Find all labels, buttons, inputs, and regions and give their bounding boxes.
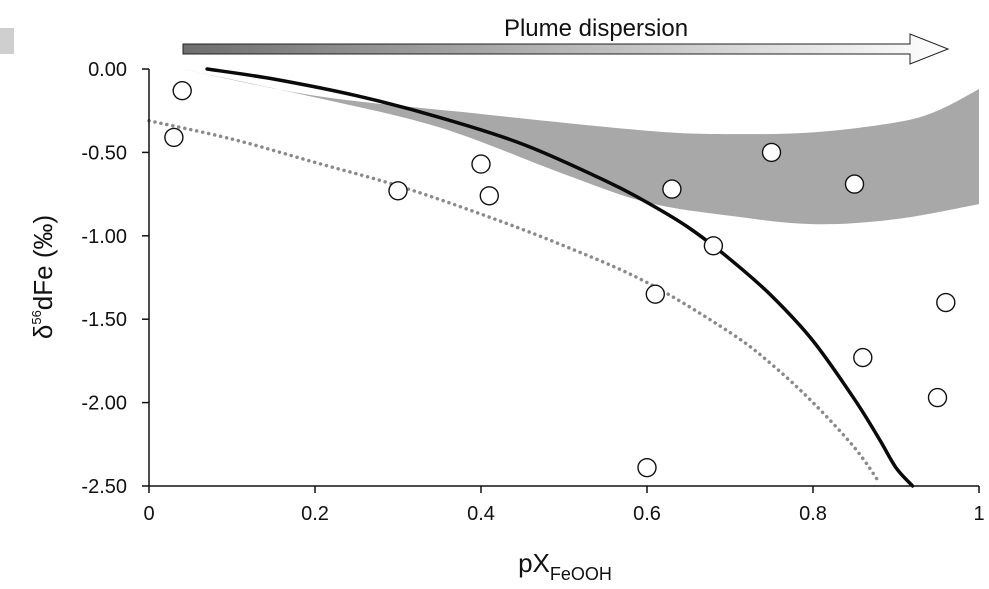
shaded-band-layer xyxy=(182,69,979,225)
y-axis-title-rest: dFe (‰) xyxy=(28,215,58,310)
y-axis-title: δ56dFe (‰) xyxy=(28,215,58,339)
y-tick-label: -1.00 xyxy=(81,226,127,248)
y-axis-title-main: δ xyxy=(28,325,58,339)
data-point xyxy=(637,457,657,478)
x-tick-label: 0.4 xyxy=(467,503,495,525)
y-tick-label: -2.50 xyxy=(81,476,127,498)
plume-dispersion-label: Plume dispersion xyxy=(504,15,688,42)
data-point xyxy=(936,292,956,313)
data-point xyxy=(853,347,873,368)
x-axis-title-sub: FeOOH xyxy=(550,564,612,584)
y-tick-label: -1.50 xyxy=(81,309,127,331)
data-point xyxy=(479,186,499,206)
axes-layer: 0 0.2 0.4 0.6 0.8 1 0.00 -0.50 -1.00 -1.50 -2.00 -2… xyxy=(81,59,984,525)
shaded-band xyxy=(182,69,979,225)
plume-dispersion-arrow xyxy=(182,33,950,65)
data-point xyxy=(388,181,408,201)
data-point xyxy=(662,179,682,199)
corner-gray-block xyxy=(0,28,14,54)
x-axis-title: pXFeOOH xyxy=(518,548,612,584)
data-point xyxy=(927,387,948,408)
x-tick-label: 0.6 xyxy=(633,503,661,525)
y-tick-label: -0.50 xyxy=(81,142,127,164)
curve-layer xyxy=(147,67,915,488)
x-tick-label: 1 xyxy=(973,503,984,525)
y-axis-title-sup: 56 xyxy=(29,310,44,324)
data-point xyxy=(645,284,665,304)
x-tick-label: 0.2 xyxy=(301,503,329,525)
data-point xyxy=(471,154,491,174)
y-tick-label: 0.00 xyxy=(88,59,127,81)
y-tick-label: -2.00 xyxy=(81,393,127,415)
x-tick-label: 0 xyxy=(143,503,154,525)
points-layer xyxy=(164,80,956,478)
x-tick-label: 0.8 xyxy=(799,503,827,525)
data-point xyxy=(703,236,724,256)
solid-model-curve xyxy=(205,67,915,488)
data-point xyxy=(844,174,865,194)
x-axis-title-main: pX xyxy=(518,548,550,578)
data-point xyxy=(164,127,184,148)
data-point xyxy=(761,142,782,163)
data-point xyxy=(172,80,192,101)
dotted-model-curve xyxy=(147,118,882,485)
